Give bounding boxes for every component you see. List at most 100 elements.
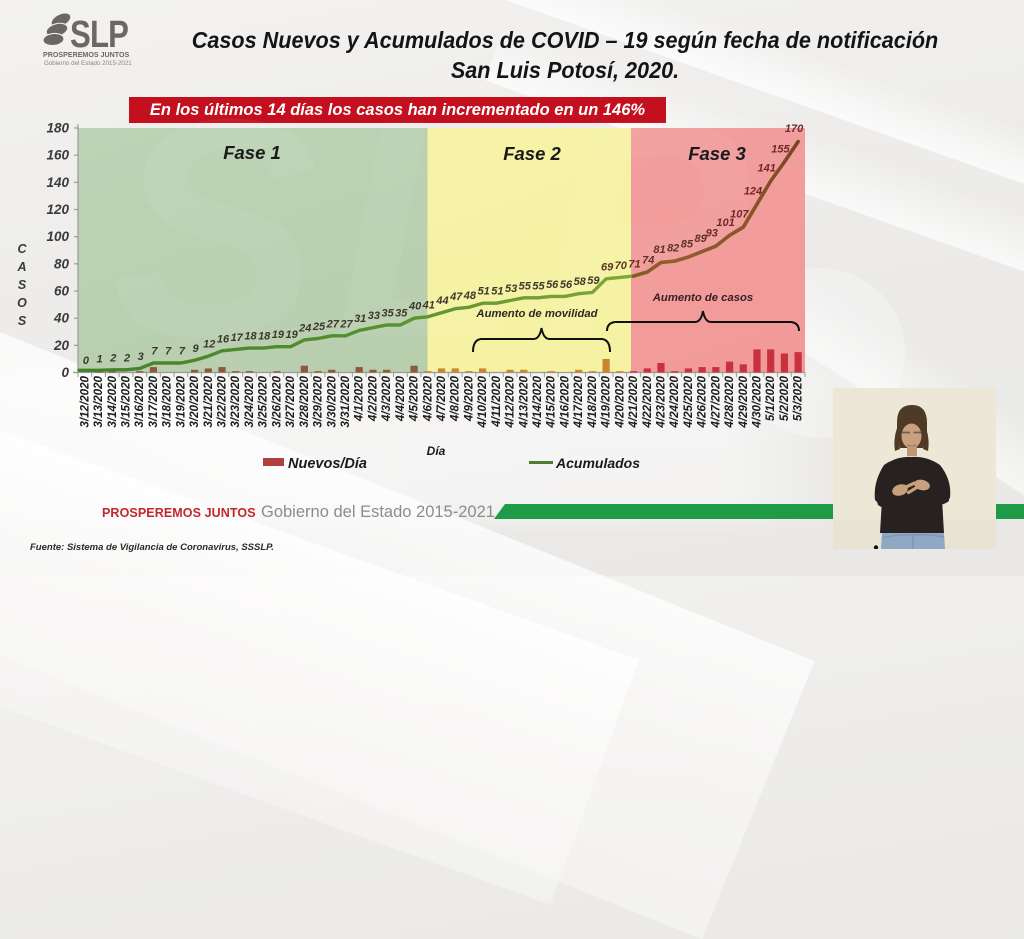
svg-text:160: 160 <box>46 148 69 163</box>
svg-text:41: 41 <box>422 299 435 311</box>
svg-text:7: 7 <box>151 346 158 358</box>
svg-text:Nuevos/Día: Nuevos/Día <box>288 456 367 472</box>
svg-text:170: 170 <box>785 123 804 135</box>
svg-text:Fase 2: Fase 2 <box>503 143 561 164</box>
svg-text:4/4/2020: 4/4/2020 <box>394 375 407 422</box>
svg-text:58: 58 <box>574 276 587 288</box>
svg-text:3/28/2020: 3/28/2020 <box>298 375 311 427</box>
svg-text:60: 60 <box>54 284 70 299</box>
svg-text:4/20/2020: 4/20/2020 <box>613 375 626 428</box>
svg-text:3/14/2020: 3/14/2020 <box>106 375 119 427</box>
svg-text:1: 1 <box>97 354 103 366</box>
svg-text:9: 9 <box>193 343 200 355</box>
svg-text:Aumento de movilidad: Aumento de movilidad <box>475 308 598 320</box>
svg-text:56: 56 <box>560 279 573 291</box>
svg-text:4/7/2020: 4/7/2020 <box>435 375 448 422</box>
svg-text:SLP: SLP <box>70 14 128 56</box>
svg-text:3: 3 <box>138 351 144 363</box>
svg-text:3/26/2020: 3/26/2020 <box>270 375 283 427</box>
svg-text:85: 85 <box>681 239 694 251</box>
svg-text:0: 0 <box>61 365 69 380</box>
svg-text:55: 55 <box>532 280 545 292</box>
svg-text:81: 81 <box>653 244 665 256</box>
svg-text:4/15/2020: 4/15/2020 <box>545 375 558 428</box>
svg-text:17: 17 <box>231 332 244 344</box>
svg-text:25: 25 <box>312 321 326 333</box>
svg-text:S: S <box>112 54 320 401</box>
svg-text:Gobierno del Estado 2015-2021: Gobierno del Estado 2015-2021 <box>44 60 132 67</box>
svg-text:18: 18 <box>258 331 271 343</box>
svg-text:Acumulados: Acumulados <box>555 455 640 471</box>
svg-text:4/13/2020: 4/13/2020 <box>517 375 530 428</box>
svg-text:47: 47 <box>449 291 463 303</box>
svg-text:3/24/2020: 3/24/2020 <box>243 375 256 427</box>
svg-text:4/10/2020: 4/10/2020 <box>476 375 489 428</box>
svg-text:53: 53 <box>505 283 517 295</box>
svg-text:P: P <box>542 54 750 401</box>
svg-text:4/25/2020: 4/25/2020 <box>682 375 695 428</box>
svg-text:4/24/2020: 4/24/2020 <box>668 375 681 428</box>
svg-text:4/26/2020: 4/26/2020 <box>696 375 709 428</box>
svg-text:24: 24 <box>298 322 311 334</box>
svg-text:107: 107 <box>730 209 749 221</box>
svg-text:4/6/2020: 4/6/2020 <box>421 375 434 422</box>
svg-text:3/31/2020: 3/31/2020 <box>339 375 352 427</box>
svg-text:69: 69 <box>601 261 614 273</box>
svg-text:4/12/2020: 4/12/2020 <box>504 375 517 428</box>
svg-text:3/16/2020: 3/16/2020 <box>133 375 146 427</box>
svg-text:4/27/2020: 4/27/2020 <box>709 375 722 428</box>
svg-text:124: 124 <box>744 186 762 198</box>
svg-text:4/2/2020: 4/2/2020 <box>366 375 379 422</box>
svg-text:4/23/2020: 4/23/2020 <box>655 375 668 428</box>
svg-text:Aumento de casos: Aumento de casos <box>652 292 753 304</box>
svg-text:93: 93 <box>706 228 718 240</box>
svg-text:31: 31 <box>354 313 366 325</box>
svg-text:100: 100 <box>46 229 69 244</box>
svg-text:Fase 3: Fase 3 <box>688 143 746 164</box>
svg-text:20: 20 <box>53 338 70 353</box>
svg-text:0: 0 <box>83 355 90 367</box>
svg-text:3/29/2020: 3/29/2020 <box>312 375 325 427</box>
svg-text:3/27/2020: 3/27/2020 <box>284 375 297 427</box>
svg-text:51: 51 <box>491 286 503 298</box>
svg-text:155: 155 <box>771 144 790 156</box>
svg-text:56: 56 <box>546 279 559 291</box>
svg-text:4/19/2020: 4/19/2020 <box>600 375 613 428</box>
svg-text:O: O <box>17 296 27 310</box>
svg-text:5/3/2020: 5/3/2020 <box>792 375 805 421</box>
svg-text:3/22/2020: 3/22/2020 <box>216 375 229 427</box>
svg-text:140: 140 <box>46 175 69 190</box>
svg-text:4/8/2020: 4/8/2020 <box>449 375 462 422</box>
svg-text:4/30/2020: 4/30/2020 <box>751 375 764 428</box>
svg-text:3/12/2020: 3/12/2020 <box>78 375 91 427</box>
svg-text:4/16/2020: 4/16/2020 <box>559 375 572 428</box>
svg-text:3/21/2020: 3/21/2020 <box>202 375 215 427</box>
svg-text:3/23/2020: 3/23/2020 <box>229 375 242 427</box>
svg-text:Día: Día <box>427 444 446 458</box>
svg-text:70: 70 <box>615 260 628 272</box>
svg-text:A: A <box>16 260 26 274</box>
svg-text:19: 19 <box>272 329 285 341</box>
svg-text:3/25/2020: 3/25/2020 <box>257 375 270 427</box>
svg-text:3/15/2020: 3/15/2020 <box>120 375 133 427</box>
svg-text:18: 18 <box>244 331 257 343</box>
svg-text:55: 55 <box>519 280 532 292</box>
svg-text:35: 35 <box>395 308 408 320</box>
svg-text:40: 40 <box>408 301 422 313</box>
svg-text:3/18/2020: 3/18/2020 <box>161 375 174 427</box>
svg-text:74: 74 <box>642 255 654 267</box>
svg-text:27: 27 <box>326 318 340 330</box>
svg-text:16: 16 <box>217 333 230 345</box>
svg-text:44: 44 <box>435 295 448 307</box>
svg-text:82: 82 <box>667 243 679 255</box>
svg-text:89: 89 <box>694 233 707 245</box>
svg-text:141: 141 <box>758 163 776 175</box>
svg-text:C: C <box>17 242 27 256</box>
svg-text:101: 101 <box>716 217 734 229</box>
svg-text:4/18/2020: 4/18/2020 <box>586 375 599 428</box>
svg-text:4/28/2020: 4/28/2020 <box>723 375 736 428</box>
svg-text:59: 59 <box>587 275 600 287</box>
svg-text:3/13/2020: 3/13/2020 <box>92 375 105 427</box>
svg-text:180: 180 <box>46 121 69 136</box>
svg-text:5/2/2020: 5/2/2020 <box>778 375 791 421</box>
